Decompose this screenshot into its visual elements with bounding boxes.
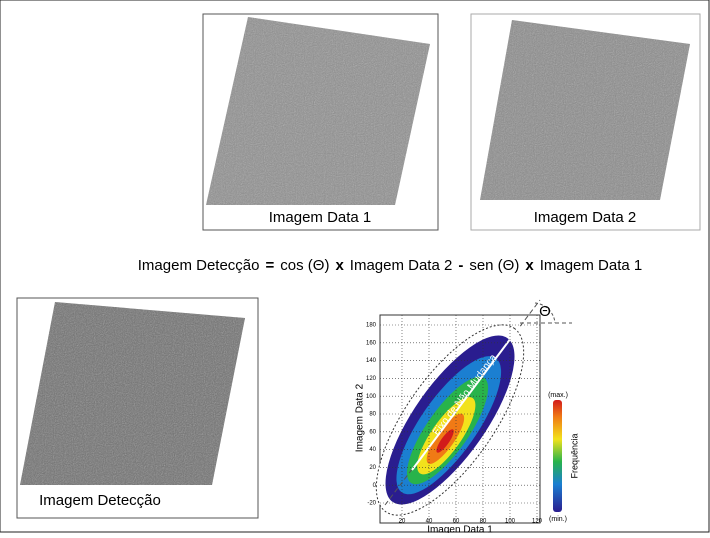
y-tick-label: 80 [369,412,376,418]
y-tick-label: 160 [366,340,377,346]
term: Imagem Data 1 [540,257,643,274]
y-tick-label: 120 [366,376,377,382]
y-tick-label: 40 [369,447,376,453]
colorbar-min: (min.) [549,516,567,523]
term: Imagem Detecção [138,257,260,274]
x-tick-label: 80 [480,519,487,525]
y-tick-label: 180 [366,323,377,329]
caption: Imagem Data 2 [534,209,637,226]
angle-label: Θ [539,303,551,320]
operator: - [458,257,463,274]
term: cos (Θ) [280,257,329,274]
density-plot: Eixo de Não Mudança Θ (max.) (min.) Freq… [350,300,580,533]
operator: x [335,257,344,274]
x-tick-label: 40 [426,519,433,525]
y-axis-label: Imagem Data 2 [355,383,366,452]
image-panel: Imagem Detecção [17,298,258,518]
x-axis-label: Imagen Data 1 [427,525,493,533]
x-tick-label: 60 [453,519,460,525]
y-tick-label: 60 [369,429,376,435]
caption: Imagem Detecção [39,492,161,509]
y-tick-label: 20 [369,465,376,471]
y-tick-label: 100 [366,394,377,400]
x-tick-label: 100 [505,519,516,525]
term: sen (Θ) [469,257,519,274]
x-tick-label: 120 [532,519,543,525]
figure: Imagem Data 1 Imagem Data 2 Imagem Detec… [0,0,710,533]
caption: Imagem Data 1 [269,209,372,226]
colorbar-label: Frequência [569,433,579,478]
y-tick-label: -20 [367,501,376,507]
operator: = [266,257,275,274]
x-tick-label: 20 [399,519,406,525]
term: Imagem Data 2 [350,257,453,274]
colorbar [553,400,562,512]
image-panel: Imagem Data 1 [203,14,438,230]
operator: x [525,257,534,274]
image-panel: Imagem Data 2 [471,14,700,230]
formula: Imagem Detecção = cos (Θ) x Imagem Data 2-se… [138,257,642,274]
y-tick-label: 140 [366,358,377,364]
colorbar-max: (max.) [548,392,568,399]
